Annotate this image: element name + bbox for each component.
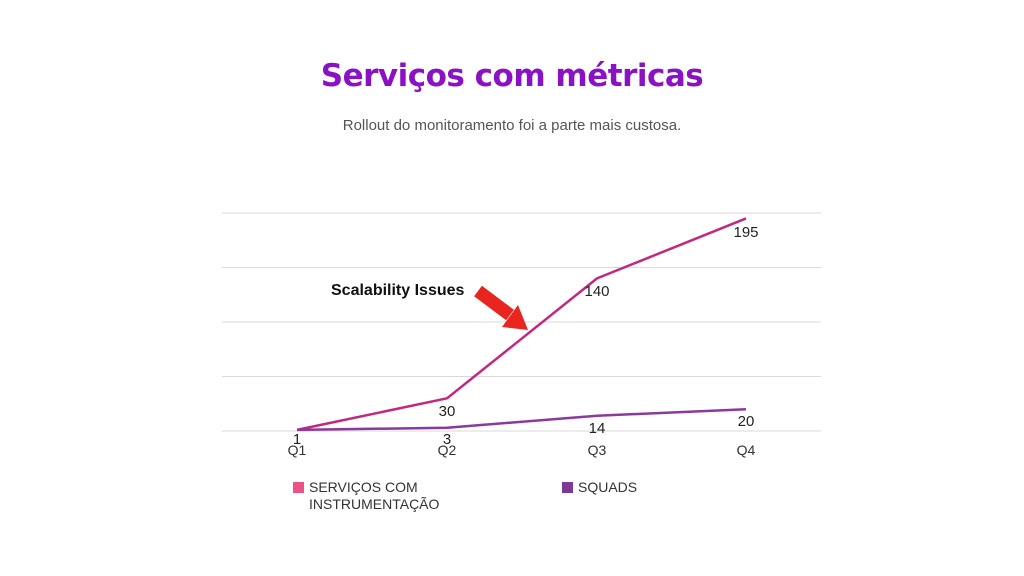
legend-swatch-squads	[562, 482, 573, 493]
data-label: 3	[443, 431, 451, 448]
legend-item-servicos: SERVIÇOS COM INSTRUMENTAÇÃO	[293, 479, 439, 513]
slide-title: Serviços com métricas	[320, 58, 704, 94]
annotation-label: Scalability Issues	[331, 282, 465, 299]
slide-subtitle: Rollout do monitoramento foi a parte mai…	[342, 117, 682, 134]
chart-series	[296, 217, 747, 432]
x-tick-label: Q4	[737, 442, 756, 458]
chart-gridlines	[222, 212, 821, 432]
data-label: 14	[589, 420, 606, 437]
x-tick-label: Q2	[438, 442, 457, 458]
data-label: 195	[733, 224, 758, 241]
chart-data-labels: 30 140 195 1 3 14 20	[293, 224, 759, 448]
x-tick-label: Q3	[588, 442, 607, 458]
legend-swatch-servicos	[293, 482, 304, 493]
x-tick-label: Q1	[288, 442, 307, 458]
chart-x-axis-ticks: Q1 Q2 Q3 Q4	[288, 442, 756, 458]
data-label: 20	[738, 413, 755, 430]
series-line-servicos	[296, 217, 747, 432]
data-label: 1	[293, 431, 301, 448]
legend-label-squads: SQUADS	[578, 479, 638, 495]
series-line-squads	[296, 407, 747, 432]
red-arrow-icon	[474, 285, 528, 330]
legend-label-servicos: SERVIÇOS COM INSTRUMENTAÇÃO	[309, 479, 440, 512]
legend-item-squads: SQUADS	[562, 479, 637, 496]
data-label: 30	[439, 403, 456, 420]
data-label: 140	[584, 283, 609, 300]
